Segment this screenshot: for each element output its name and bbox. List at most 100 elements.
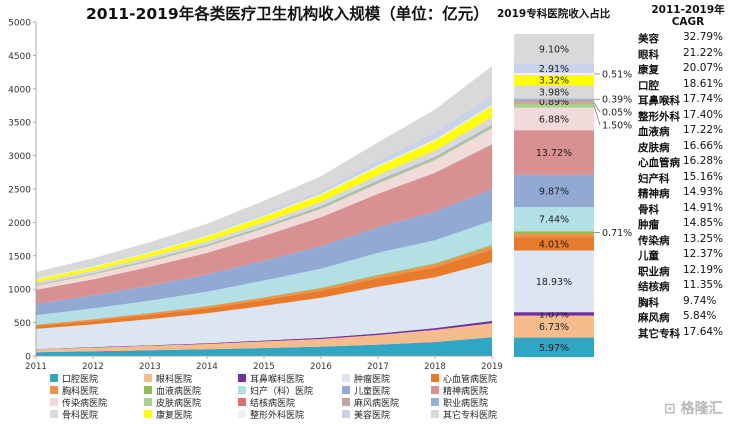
cagr-value-17: 9.74% [683,294,717,307]
legend-swatch-6 [144,386,152,394]
x-tick-label-4: 2015 [253,362,275,372]
legend-label-18: 美容医院 [354,411,391,421]
legend-label-5: 胸科医院 [62,387,99,397]
share-segment-1 [514,315,594,338]
legend-swatch-11 [144,398,152,406]
cagr-title-line2: CAGR [671,16,705,28]
share-label-13: 0.89% [539,97,569,108]
cagr-name-1: 眼科 [638,48,659,61]
cagr-name-14: 儿童 [638,250,659,262]
legend-swatch-18 [342,410,350,418]
share-segment-3 [514,250,594,313]
legend-label-19: 其它专科医院 [443,411,498,421]
legend-label-6: 血液病医院 [156,387,202,397]
share-label-8: 9.87% [539,186,569,197]
cagr-name-17: 胸科 [638,296,659,309]
legend-label-9: 精神病医院 [443,387,489,397]
share-label-14: 0.39% [602,95,632,106]
area-series-0 [36,337,492,356]
cagr-value-15: 12.19% [683,263,724,276]
share-label-11: 1.50% [602,121,632,132]
cagr-row-10: 精神病 14.93% [636,186,740,202]
cagr-row-1: 眼科 21.22% [636,47,740,63]
cagr-name-19: 其它专科 [638,327,680,340]
y-tick-label-8: 4000 [8,85,31,95]
cagr-row-14: 儿童 12.37% [636,248,740,264]
share-segment-18 [514,63,594,74]
share-segment-16 [514,74,594,86]
cagr-row-8: 心血管病 16.28% [636,155,740,171]
legend-swatch-14 [431,398,439,406]
y-tick-label-4: 2000 [8,219,31,229]
share-label-12: 0.05% [602,108,632,119]
cagr-name-9: 妇产科 [638,172,670,185]
legend-swatch-2 [238,374,246,382]
cagr-value-11: 14.91% [683,201,724,214]
share-label-7: 7.44% [539,215,569,226]
legend-swatch-17 [238,410,246,418]
cagr-row-15: 职业病 12.19% [636,264,740,280]
cagr-name-10: 精神病 [638,188,670,200]
legend-label-15: 骨科医院 [62,411,99,421]
share-label-17: 0.51% [602,69,632,80]
cagr-value-0: 32.79% [683,31,724,43]
legend-swatch-3 [342,374,350,382]
legend-swatch-1 [144,374,152,382]
cagr-name-0: 美容 [638,33,659,45]
cagr-row-0: 美容 32.79% [636,31,740,47]
x-tick-label-2: 2013 [139,362,161,372]
y-tick-label-1: 500 [14,319,31,329]
y-tick-label-6: 3000 [8,152,31,162]
y-tick-label-7: 3500 [8,119,31,129]
chart-title: 2011-2019年各类医疗卫生机构收入规模（单位：亿元） [86,5,489,23]
y-tick-label-5: 2500 [8,186,31,196]
legend-label-11: 皮肤病医院 [156,399,202,409]
legend-label-13: 麻风病医院 [354,399,400,409]
cagr-value-14: 12.37% [683,248,724,260]
watermark-logo-icon: ⊡ [664,401,676,417]
x-tick-label-1: 2012 [82,362,104,372]
share-segment-15 [514,85,594,99]
legend-label-8: 儿童医院 [354,387,391,397]
cagr-name-11: 骨科 [638,203,659,216]
share-segment-8 [514,174,594,207]
legend-swatch-9 [431,386,439,394]
cagr-title: 2011-2019年 CAGR [638,4,738,28]
x-tick-label-6: 2017 [367,362,389,372]
cagr-row-18: 麻风病 5.84% [636,310,740,326]
cagr-row-2: 康复 20.07% [636,62,740,78]
area-series-1 [36,323,492,353]
watermark: ⊡ 格隆汇 [664,398,723,418]
cagr-value-13: 13.25% [683,232,724,245]
share-segment-14 [514,98,594,100]
share-label-15: 3.98% [539,88,569,99]
cagr-row-13: 传染病 13.25% [636,233,740,249]
cagr-row-11: 骨科 14.91% [636,202,740,218]
cagr-value-19: 17.64% [683,325,724,338]
legend-swatch-0 [50,374,58,382]
legend-swatch-8 [342,386,350,394]
cagr-name-18: 麻风病 [638,312,670,324]
share-segment-2 [514,312,594,316]
share-label-18: 2.91% [539,64,569,75]
share-segment-0 [514,337,594,357]
legend-swatch-12 [238,398,246,406]
cagr-value-7: 16.66% [683,139,724,152]
share-label-4: 4.01% [539,239,569,250]
legend-swatch-5 [50,386,58,394]
legend-label-1: 眼科医院 [156,375,193,385]
cagr-value-18: 5.84% [683,310,717,322]
x-tick-label-7: 2018 [424,362,446,372]
share-segment-10 [514,107,594,131]
y-tick-label-0: 0 [25,353,31,363]
legend-swatch-13 [342,398,350,406]
cagr-name-13: 传染病 [638,234,670,247]
legend-label-17: 整形外科医院 [250,411,305,421]
cagr-name-2: 康复 [638,64,659,76]
cagr-name-6: 血液病 [638,126,670,138]
cagr-value-9: 15.16% [683,170,724,183]
y-tick-label-9: 4500 [8,52,31,62]
cagr-value-12: 14.85% [683,217,724,229]
cagr-row-3: 口腔 18.61% [636,78,740,94]
